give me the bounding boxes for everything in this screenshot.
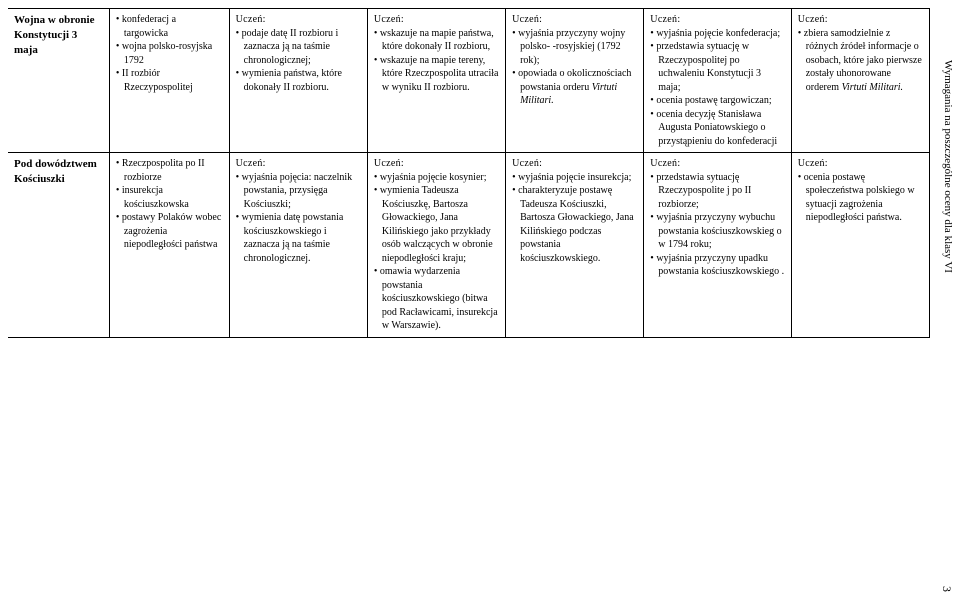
bullet-list: konfederacj a targowickawojna polsko-ros… xyxy=(116,13,223,94)
list-item: wyjaśnia pojęcia: naczelnik powstania, p… xyxy=(236,171,361,212)
cell-header: Uczeń: xyxy=(374,157,499,171)
cell: Uczeń:zbiera samodzielnie z różnych źród… xyxy=(791,9,929,153)
list-item: zbiera samodzielnie z różnych źródeł inf… xyxy=(798,27,923,95)
bullet-list: Rzeczpospolita po II rozbiorzeinsurekcja… xyxy=(116,157,223,252)
cell-header: Uczeń: xyxy=(236,13,361,27)
list-item: wyjaśnia pojęcie insurekcja; xyxy=(512,171,637,185)
list-item: wymienia datę powstania kościuszkowskieg… xyxy=(236,211,361,265)
list-item: omawia wydarzenia powstania kościuszkows… xyxy=(374,265,499,333)
table-row: Pod dowództwem Kościuszki Rzeczpospolita… xyxy=(8,153,930,338)
list-item: przedstawia sytuację Rzeczypospolite j p… xyxy=(650,171,784,212)
bullet-list: zbiera samodzielnie z różnych źródeł inf… xyxy=(798,27,923,95)
cell: Uczeń:wyjaśnia pojęcie konfederacja;prze… xyxy=(644,9,791,153)
list-item: wyjaśnia pojęcie kosynier; xyxy=(374,171,499,185)
bullet-list: ocenia postawę społeczeństwa polskiego w… xyxy=(798,171,923,225)
list-item: wymienia państwa, które dokonały II rozb… xyxy=(236,67,361,94)
bullet-list: przedstawia sytuację Rzeczypospolite j p… xyxy=(650,171,784,279)
list-item: ocenia postawę społeczeństwa polskiego w… xyxy=(798,171,923,225)
cell-header: Uczeń: xyxy=(236,157,361,171)
cell: Uczeń:wskazuje na mapie państwa, które d… xyxy=(367,9,505,153)
list-item: ocenia postawę targowiczan; xyxy=(650,94,784,108)
page-number: 3 xyxy=(939,586,954,592)
bullet-list: wskazuje na mapie państwa, które dokonał… xyxy=(374,27,499,95)
cell-header: Uczeń: xyxy=(374,13,499,27)
row-title: Wojna w obronie Konstytucji 3 maja xyxy=(8,9,109,153)
requirements-table: Wojna w obronie Konstytucji 3 majakonfed… xyxy=(8,8,930,338)
cell: Uczeń:wyjaśnia pojęcie insurekcja; chara… xyxy=(506,153,644,338)
list-item: konfederacj a targowicka xyxy=(116,13,223,40)
cell-header: Uczeń: xyxy=(512,13,637,27)
list-item: wyjaśnia przyczyny wojny polsko- -rosyjs… xyxy=(512,27,637,68)
cell: Uczeń:podaje datę II rozbioru i zaznacza… xyxy=(229,9,367,153)
list-item: wskazuje na mapie państwa, które dokonał… xyxy=(374,27,499,54)
bullet-list: wyjaśnia pojęcie insurekcja; charakteryz… xyxy=(512,171,637,266)
cell-header: Uczeń: xyxy=(798,157,923,171)
row-title: Pod dowództwem Kościuszki xyxy=(8,153,109,338)
list-item: postawy Polaków wobec zagrożenia niepodl… xyxy=(116,211,223,252)
list-item: podaje datę II rozbioru i zaznacza ją na… xyxy=(236,27,361,68)
list-item: wyjaśnia przyczyny wybuchu powstania koś… xyxy=(650,211,784,252)
list-item: wyjaśnia przyczyny upadku powstania kośc… xyxy=(650,252,784,279)
list-item: przedstawia sytuację w Rzeczypospolitej … xyxy=(650,40,784,94)
cell: konfederacj a targowickawojna polsko-ros… xyxy=(109,9,229,153)
cell: Uczeń:wyjaśnia pojęcia: naczelnik powsta… xyxy=(229,153,367,338)
cell-header: Uczeń: xyxy=(650,13,784,27)
list-item: wojna polsko-rosyjska 1792 xyxy=(116,40,223,67)
cell: Uczeń:przedstawia sytuację Rzeczypospoli… xyxy=(644,153,791,338)
cell-header: Uczeń: xyxy=(512,157,637,171)
bullet-list: wyjaśnia pojęcie konfederacja;przedstawi… xyxy=(650,27,784,149)
list-item: opowiada o okolicznościach powstania ord… xyxy=(512,67,637,108)
cell: Rzeczpospolita po II rozbiorzeinsurekcja… xyxy=(109,153,229,338)
cell-header: Uczeń: xyxy=(650,157,784,171)
cell: Uczeń:wyjaśnia przyczyny wojny polsko- -… xyxy=(506,9,644,153)
bullet-list: podaje datę II rozbioru i zaznacza ją na… xyxy=(236,27,361,95)
table-row: Wojna w obronie Konstytucji 3 majakonfed… xyxy=(8,9,930,153)
list-item: charakteryzuje postawę Tadeusza Kościusz… xyxy=(512,184,637,265)
cell: Uczeń:wyjaśnia pojęcie kosynier;wymienia… xyxy=(367,153,505,338)
bullet-list: wyjaśnia pojęcia: naczelnik powstania, p… xyxy=(236,171,361,266)
list-item: wymienia Tadeusza Kościuszkę, Bartosza G… xyxy=(374,184,499,265)
list-item: ocenia decyzję Stanisława Augusta Poniat… xyxy=(650,108,784,149)
cell-header: Uczeń: xyxy=(798,13,923,27)
bullet-list: wyjaśnia przyczyny wojny polsko- -rosyjs… xyxy=(512,27,637,108)
bullet-list: wyjaśnia pojęcie kosynier;wymienia Tadeu… xyxy=(374,171,499,333)
list-item: II rozbiór Rzeczypospolitej xyxy=(116,67,223,94)
cell: Uczeń:ocenia postawę społeczeństwa polsk… xyxy=(791,153,929,338)
side-label: Wymagania na poszczególne oceny dla klas… xyxy=(942,60,954,273)
list-item: Rzeczpospolita po II rozbiorze xyxy=(116,157,223,184)
list-item: wskazuje na mapie tereny, które Rzeczpos… xyxy=(374,54,499,95)
list-item: insurekcja kościuszkowska xyxy=(116,184,223,211)
list-item: wyjaśnia pojęcie konfederacja; xyxy=(650,27,784,41)
